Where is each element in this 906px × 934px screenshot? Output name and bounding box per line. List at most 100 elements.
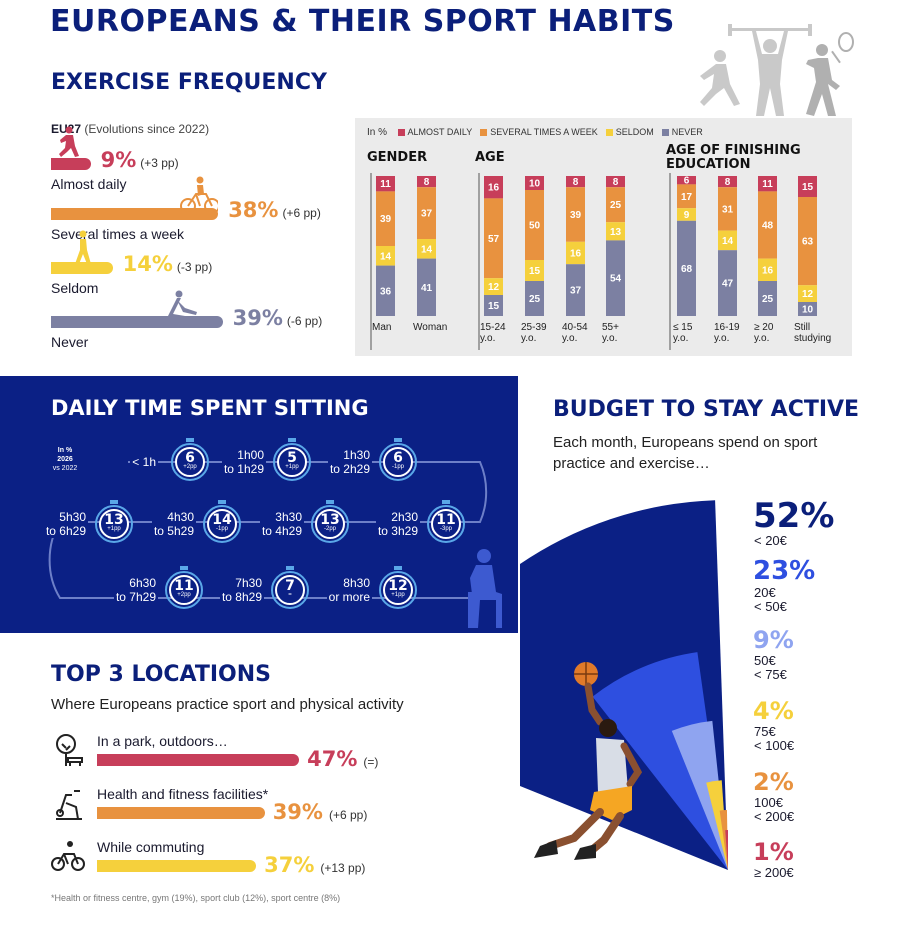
legend-swatch (605, 129, 613, 136)
bar-segment (525, 190, 544, 260)
sitting-clock: 5 +1pp (277, 447, 307, 477)
sitting-value: 13 (104, 512, 124, 528)
bar-value-label: 25 (762, 294, 774, 305)
sitting-delta: +1pp (285, 464, 299, 470)
budget-intro: Each month, Europeans spend on sport pra… (553, 434, 818, 472)
legend-swatch (661, 129, 669, 136)
bar-segment (376, 265, 395, 316)
frequency-bar (51, 262, 113, 274)
stopwatch-icon (379, 571, 417, 609)
sitting-clock: 11 +2pp (169, 575, 199, 605)
bar-value-label: 17 (681, 192, 693, 203)
scope-note: (Evolutions since 2022) (84, 122, 210, 136)
group-heading-line: AGE OF FINISHING (666, 143, 801, 158)
sitting-legend-unit: In % (57, 447, 73, 454)
budget-sector (725, 830, 728, 870)
category-label: Man (372, 322, 391, 333)
bar-segment (376, 246, 395, 266)
bar-segment (677, 208, 696, 221)
frequency-pct-group: 39% (-6 pp) (233, 306, 323, 330)
stopwatch-knob (218, 500, 226, 504)
budget-sector (592, 652, 728, 870)
frequency-change: (-3 pp) (176, 260, 213, 274)
frequency-change: (+3 pp) (140, 156, 179, 170)
athletes-silhouette-icon (700, 24, 854, 116)
bar-value-label: 12 (802, 289, 814, 300)
locations-heading: TOP 3 LOCATIONS (51, 662, 272, 687)
legend-entry: SELDOM (615, 127, 654, 137)
bar-value-label: 15 (529, 266, 541, 277)
legend-swatch (397, 129, 405, 136)
bar-segment (758, 191, 777, 259)
sitting-heading: DAILY TIME SPENT SITTING (51, 396, 369, 420)
category-label-line: 16-19 (714, 322, 740, 333)
sitting-range-label: 1h00 to 1h29 (221, 448, 266, 476)
runner-icon (57, 126, 97, 167)
bar-segment (484, 278, 503, 295)
budget-pct: 4% (753, 697, 794, 725)
sitting-value: 6 (393, 450, 403, 466)
bar-value-label: 36 (380, 286, 392, 297)
sitting-value: 12 (388, 578, 408, 594)
bar-value-label: 16 (488, 183, 500, 194)
bar-segment (677, 220, 696, 316)
budget-pct: 23% (753, 556, 816, 586)
sitting-delta: -1pp (215, 526, 228, 532)
sitting-legend: In % 2026 vs 2022 (47, 446, 83, 473)
category-label: 15-24 y.o. (480, 322, 506, 344)
sitting-delta: -2pp (323, 526, 336, 532)
sitting-value: 14 (212, 512, 232, 528)
sitting-range-line: 8h30 (343, 576, 370, 590)
group-heading-line: EDUCATION (666, 157, 750, 172)
bar-segment (484, 198, 503, 279)
sitting-range-line: to 5h29 (153, 524, 194, 538)
budget-range-line: 20€ (754, 585, 776, 600)
sitting-range-line: or more (328, 590, 370, 604)
bar-segment (417, 176, 436, 188)
legend-items: ALMOST DAILY SEVERAL TIMES A WEEK SELDOM NE… (390, 127, 703, 137)
budget-range-line: < 50€ (754, 599, 787, 614)
bar-segment (606, 187, 625, 223)
bar-segment (798, 285, 817, 302)
bar-segment (758, 176, 777, 192)
category-label-line: 15-24 (480, 322, 506, 333)
seated-person-icon (468, 549, 502, 628)
bar-value-label: 15 (488, 301, 500, 312)
budget-range-line: < 200€ (754, 809, 795, 824)
sitting-range-label: 5h30 to 6h29 (43, 510, 88, 538)
bar-segment (525, 260, 544, 281)
sitting-panel: DAILY TIME SPENT SITTING In % 2026 vs 20… (0, 376, 518, 633)
sitting-range-label: < 1h (130, 455, 158, 469)
location-label: Health and fitness facilities* (97, 786, 269, 802)
stopwatch-icon (203, 505, 241, 543)
sitting-range-line: 4h30 (167, 510, 194, 524)
bar-value-label: 15 (802, 182, 814, 193)
bar-value-label: 16 (570, 249, 582, 260)
stopwatch-knob (180, 566, 188, 570)
bar-segment (376, 191, 395, 246)
sitting-legend-year: 2026 (57, 456, 73, 463)
bar-segment (677, 176, 696, 185)
legend-swatch (480, 129, 488, 136)
frequency-breakdown-panel: In % ALMOST DAILY SEVERAL TIMES A WEEK SEL… (355, 118, 852, 356)
sitting-clock: 12 +1pp (383, 575, 413, 605)
page-title: EUROPEANS & THEIR SPORT HABITS (50, 4, 675, 39)
unit-label: In % (367, 127, 388, 138)
locations-footnote: *Health or fitness centre, gym (19%), sp… (51, 893, 341, 903)
bar-value-label: 25 (529, 294, 541, 305)
group-heading: GENDER (367, 150, 427, 165)
stopwatch-knob (394, 566, 402, 570)
bar-segment (417, 187, 436, 239)
bar-value-label: 14 (722, 236, 734, 247)
stopwatch-knob (286, 566, 294, 570)
category-label-line: y.o. (673, 333, 688, 344)
sitting-range-line: to 4h29 (261, 524, 302, 538)
category-label: ≥ 20 y.o. (754, 322, 774, 344)
category-label: Still studying (794, 322, 831, 344)
category-label: Woman (413, 322, 447, 333)
exercise-bike-icon (50, 785, 86, 826)
location-pct: 39% (272, 800, 323, 824)
budget-range-label: 50€ < 75€ (754, 654, 787, 682)
cyclist-icon (178, 176, 221, 217)
frequency-pct: 14% (122, 252, 173, 276)
